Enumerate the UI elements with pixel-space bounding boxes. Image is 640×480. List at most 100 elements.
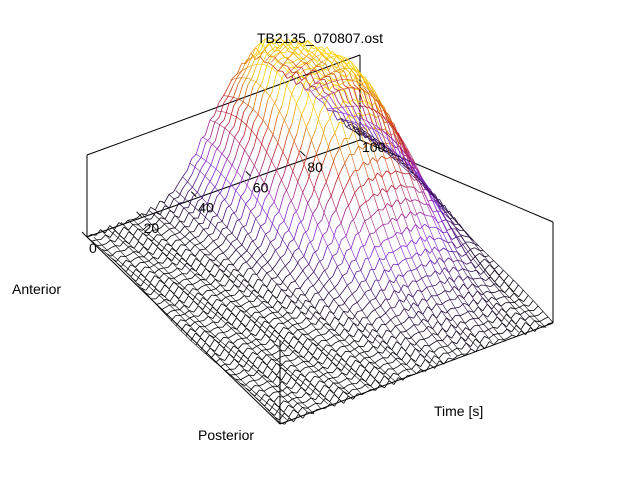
surface-segment	[410, 342, 416, 346]
surface-segment	[167, 303, 174, 309]
surface-segment	[467, 276, 473, 284]
surface-segment	[326, 215, 332, 232]
surface-segment	[258, 341, 264, 347]
surface-segment	[265, 151, 272, 161]
surface-segment	[459, 234, 466, 243]
surface-segment	[368, 300, 375, 309]
surface-segment	[452, 251, 458, 261]
surface-segment	[240, 203, 247, 219]
surface-segment	[301, 104, 307, 115]
surface-segment	[225, 370, 231, 376]
surface-segment	[464, 265, 470, 274]
surface-segment	[258, 300, 264, 307]
surface-segment	[370, 379, 376, 387]
surface-segment	[280, 257, 286, 267]
surface-segment	[400, 289, 407, 299]
surface-segment	[224, 122, 230, 129]
surface-segment	[325, 168, 332, 183]
surface-segment	[280, 51, 286, 58]
surface-segment	[159, 292, 166, 298]
surface-segment	[355, 231, 361, 236]
surface-segment	[239, 134, 245, 144]
surface-segment	[231, 324, 238, 330]
surface-segment	[322, 131, 329, 146]
surface-segment	[223, 330, 228, 333]
surface-segment	[261, 267, 267, 274]
surface-segment	[280, 265, 286, 272]
surface-segment	[265, 333, 271, 340]
surface-segment	[321, 203, 327, 220]
surface-segment	[203, 228, 209, 230]
surface-segment	[442, 221, 448, 231]
surface-segment	[368, 86, 375, 95]
surface-segment	[441, 210, 447, 220]
surface-segment	[345, 57, 351, 66]
surface-segment	[449, 217, 455, 220]
surface-segment	[270, 249, 276, 259]
surface-segment	[375, 117, 382, 131]
surface-segment	[202, 264, 209, 271]
surface-segment	[169, 252, 175, 257]
surface-segment	[428, 333, 434, 338]
surface-segment	[221, 111, 227, 113]
surface-segment	[213, 185, 220, 193]
surface-segment	[279, 303, 285, 310]
surface-segment	[333, 299, 339, 306]
surface-segment	[373, 351, 379, 357]
surface-segment	[363, 90, 369, 94]
surface-segment	[162, 298, 169, 304]
surface-segment	[355, 364, 361, 373]
surface-segment	[138, 246, 144, 253]
surface-segment	[255, 370, 262, 376]
surface-segment	[200, 349, 206, 355]
surface-segment	[473, 240, 480, 247]
surface-segment	[523, 295, 529, 302]
surface-segment	[479, 342, 486, 349]
surface-segment	[211, 209, 218, 216]
surface-segment	[136, 255, 143, 261]
surface-segment	[364, 357, 370, 363]
surface-segment	[317, 319, 324, 325]
surface-segment	[367, 137, 374, 142]
surface-segment	[282, 320, 288, 325]
surface-segment	[313, 278, 320, 286]
surface-segment	[275, 50, 282, 57]
surface-segment	[334, 68, 341, 72]
surface-segment	[354, 206, 361, 218]
surface-segment	[123, 231, 130, 240]
surface-segment	[228, 341, 234, 344]
surface-segment	[188, 300, 194, 308]
surface-segment	[302, 192, 308, 204]
surface-segment	[271, 406, 278, 412]
surface-segment	[466, 261, 472, 265]
surface-segment	[348, 114, 354, 131]
surface-segment	[346, 281, 353, 286]
surface-segment	[400, 331, 406, 338]
surface-segment	[405, 161, 411, 167]
surface-segment	[314, 95, 320, 101]
surface-segment	[197, 192, 203, 199]
surface-segment	[474, 336, 481, 344]
surface-segment	[483, 294, 490, 302]
surface-segment	[213, 332, 219, 338]
surface-segment	[221, 207, 228, 222]
surface-segment	[291, 103, 297, 124]
surface-segment	[370, 389, 376, 391]
surface-segment	[252, 351, 258, 356]
surface-segment	[329, 70, 336, 74]
surface-segment	[214, 339, 220, 345]
surface-segment	[298, 42, 303, 45]
surface-segment	[271, 283, 277, 293]
surface-segment	[237, 302, 243, 308]
surface-segment	[286, 300, 292, 309]
surface-segment	[262, 86, 268, 95]
surface-segment	[321, 54, 327, 60]
surface-segment	[511, 334, 517, 338]
surface-segment	[335, 60, 341, 70]
surface-segment	[310, 305, 316, 309]
surface-segment	[350, 310, 356, 318]
surface-segment	[217, 316, 223, 324]
surface-segment	[175, 251, 182, 257]
surface-segment	[232, 258, 239, 266]
surface-segment	[374, 138, 380, 143]
